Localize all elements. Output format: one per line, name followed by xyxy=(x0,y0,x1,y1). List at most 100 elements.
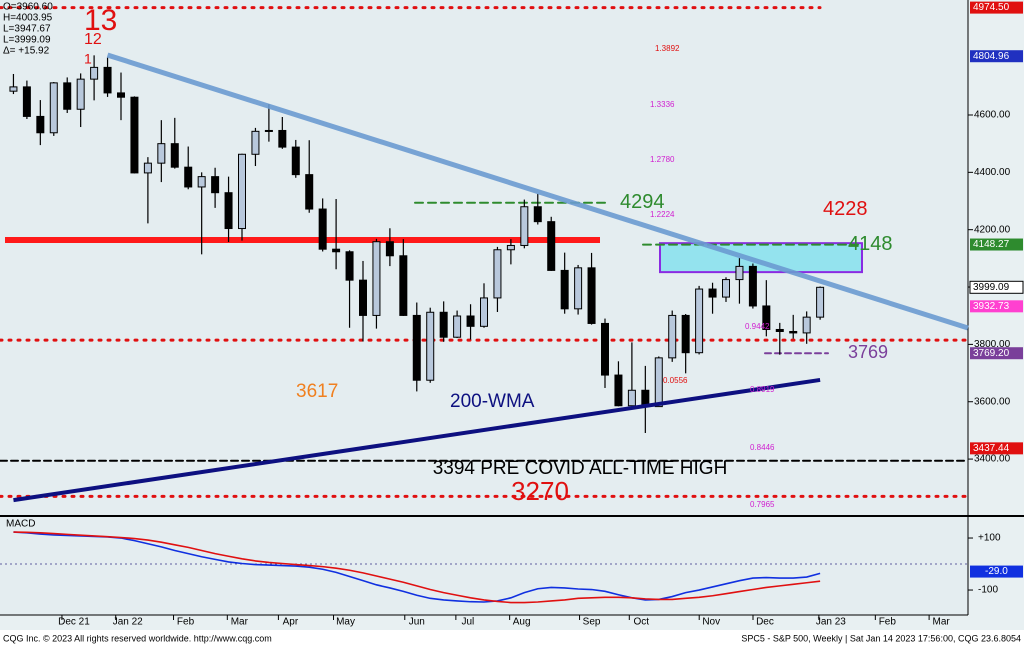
price-label: 3999.09 xyxy=(973,282,1010,293)
candle-body xyxy=(359,279,367,316)
fib-label: 0.0556 xyxy=(663,376,688,385)
x-tick-label: Nov xyxy=(702,617,720,628)
x-tick-label: Dec xyxy=(756,617,774,628)
count-label: 13 xyxy=(84,4,117,37)
y-tick-label: 3400.00 xyxy=(974,454,1011,465)
fib-label: 1.3336 xyxy=(650,100,675,109)
candle-body xyxy=(399,255,408,316)
y-tick-label: 3600.00 xyxy=(974,396,1011,407)
trend-line xyxy=(106,52,969,331)
price-label-box xyxy=(970,238,1023,251)
candle-body xyxy=(49,82,58,134)
price-label: 3769.20 xyxy=(973,348,1010,359)
price-label: 4974.50 xyxy=(973,2,1010,13)
price-label: 4804.96 xyxy=(973,51,1010,62)
candle-body xyxy=(574,267,583,310)
candle-body xyxy=(117,92,125,98)
fib-label: 0.8919 xyxy=(750,385,775,394)
price-label-box xyxy=(970,347,1023,360)
candle-body xyxy=(493,249,502,299)
value-label: -29.0 xyxy=(985,566,1008,577)
fib-label: 0.7965 xyxy=(750,500,775,509)
candle-body xyxy=(426,311,435,381)
candle-body xyxy=(480,297,488,327)
candle-body xyxy=(601,322,609,376)
x-tick-label: Feb xyxy=(879,617,897,628)
candle-body xyxy=(184,166,193,188)
fib-label: 1.3892 xyxy=(655,44,680,53)
count-label: 1 xyxy=(84,51,92,67)
x-tick-label: Jun xyxy=(409,617,425,628)
x-tick-label: Jan 23 xyxy=(816,617,846,628)
macd-title: MACD xyxy=(6,519,35,530)
candle-body xyxy=(264,129,273,132)
ohlc-header: L=3999.09 xyxy=(3,35,51,46)
candle-body xyxy=(372,241,381,316)
y-tick-label: -100 xyxy=(978,585,998,596)
candle-body xyxy=(76,78,85,110)
candle-body xyxy=(614,374,623,407)
candle-body xyxy=(36,115,45,134)
candle-body xyxy=(695,288,704,354)
price-label-box xyxy=(969,280,1024,294)
candle-body xyxy=(681,314,690,354)
candle-body xyxy=(157,143,166,164)
candle-body xyxy=(305,174,314,210)
candle-body xyxy=(385,241,394,257)
y-tick-label: 3800.00 xyxy=(974,339,1011,350)
candle-body xyxy=(170,143,179,168)
candle-body xyxy=(708,288,717,298)
candle-body xyxy=(587,267,596,324)
price-label-box xyxy=(970,50,1023,63)
candle-body xyxy=(560,269,569,310)
x-tick-label: Oct xyxy=(634,617,650,628)
level-label: 4148 xyxy=(848,233,893,255)
candle-body xyxy=(668,314,677,359)
fib-label: 1.2224 xyxy=(650,210,675,219)
candle-body xyxy=(238,153,246,230)
level-label: 3270 xyxy=(511,476,569,506)
x-tick-label: Sep xyxy=(583,617,601,628)
candle-body xyxy=(332,248,341,253)
candle-body xyxy=(318,208,327,250)
ohlc-header: Δ= +15.92 xyxy=(3,46,50,57)
level-label: 4294 xyxy=(620,191,665,213)
candle-body xyxy=(520,206,529,246)
candle-body xyxy=(748,265,757,307)
price-label: 4148.27 xyxy=(973,239,1010,250)
line-label: 200-WMA xyxy=(450,391,535,412)
candle-body xyxy=(802,316,811,334)
level-label: 3769 xyxy=(848,342,888,362)
candle-body xyxy=(211,176,220,194)
candle-body xyxy=(466,315,475,327)
footer-right: SPC5 - S&P 500, Weekly | Sat Jan 14 2023… xyxy=(741,633,1021,643)
fib-label: 0.9442 xyxy=(745,322,770,331)
candle-body xyxy=(22,86,31,117)
target-zone xyxy=(659,242,863,274)
y-tick-label: 4600.00 xyxy=(974,110,1011,121)
trend-line xyxy=(13,377,821,503)
candle-body xyxy=(224,192,233,230)
price-label-box xyxy=(970,1,1023,14)
candle-body xyxy=(506,244,515,251)
candle-body xyxy=(735,265,744,281)
x-tick-label: Aug xyxy=(513,617,531,628)
candle-body xyxy=(90,66,99,80)
ohlc-header: H=4003.95 xyxy=(3,13,53,24)
candle-body xyxy=(547,221,556,271)
x-tick-label: Mar xyxy=(231,617,249,628)
x-tick-label: May xyxy=(336,617,355,628)
candle-body xyxy=(251,130,260,155)
macd-line xyxy=(13,531,821,604)
candle-body xyxy=(789,330,798,334)
footer-left: CQG Inc. © 2023 All rights reserved worl… xyxy=(3,633,272,643)
candle-body xyxy=(453,315,462,338)
price-label: 3437.44 xyxy=(973,443,1010,454)
candle-body xyxy=(345,251,354,281)
level-label: 3394 PRE COVID ALL-TIME HIGH xyxy=(433,458,728,479)
price-label: 3932.73 xyxy=(973,301,1010,312)
candle-body xyxy=(9,86,18,92)
candle-body xyxy=(533,206,542,223)
x-tick-label: Apr xyxy=(283,617,299,628)
